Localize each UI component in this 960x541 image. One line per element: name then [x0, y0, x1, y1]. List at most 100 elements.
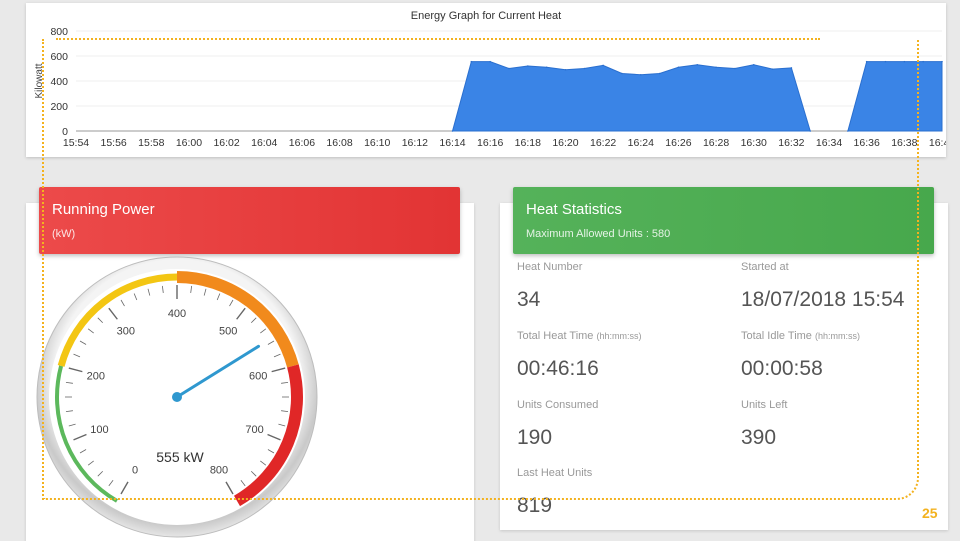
total-idle-time-label: Total Idle Time (hh:mm:ss) [741, 330, 860, 342]
gauge-minor-tick [87, 460, 94, 466]
chart-title: Energy Graph for Current Heat [411, 10, 561, 22]
started-at-value: 18/07/2018 15:54 [741, 288, 905, 311]
x-tick-label: 16:34 [816, 137, 842, 149]
data-point [715, 66, 717, 69]
x-tick-label: 16:28 [703, 137, 729, 149]
energy-chart-card: Energy Graph for Current Heat Kilowatt 800… [26, 3, 946, 157]
total-idle-time-label-text: Total Idle Time [741, 330, 812, 342]
gauge-minor-tick [216, 293, 221, 301]
gauge-minor-tick [203, 288, 207, 296]
x-tick-label: 16:00 [176, 137, 202, 149]
data-point [545, 66, 548, 69]
gauge-minor-tick [97, 317, 104, 324]
x-tick-label: 16:26 [665, 137, 691, 149]
running-power-gauge: 0 100 200 300 400 500 600 700 800 555 kW [36, 256, 318, 538]
gauge-major-tick [68, 367, 83, 373]
gauge-major-tick [271, 367, 286, 373]
gauge-tick-label: 200 [87, 370, 105, 382]
gauge-minor-tick [87, 328, 94, 334]
x-tick-label: 16:20 [552, 137, 578, 149]
total-heat-time-label-text: Total Heat Time [517, 330, 594, 342]
x-tick-label: 16:14 [439, 137, 465, 149]
data-point [847, 130, 849, 132]
data-point [941, 60, 943, 63]
gauge-minor-tick [190, 285, 193, 293]
data-point [809, 130, 812, 132]
gauge-minor-tick [250, 317, 257, 324]
gauge-major-tick [267, 433, 281, 441]
slide-number-badge: 25 [922, 505, 938, 521]
units-consumed-label: Units Consumed [517, 399, 599, 411]
gauge-minor-tick [281, 381, 289, 384]
y-tick-label: 200 [50, 101, 68, 113]
gauge-major-tick [236, 307, 246, 320]
gauge-band [233, 364, 303, 507]
x-tick-label: 16:18 [515, 137, 541, 149]
total-idle-time-value: 00:00:58 [741, 357, 823, 380]
gauge-band [176, 271, 299, 368]
x-tick-label: 16:36 [854, 137, 880, 149]
gauge-minor-tick [65, 381, 73, 384]
gauge-minor-tick [161, 285, 164, 293]
heat-number-value: 34 [517, 288, 541, 311]
data-point [639, 73, 642, 76]
gauge-band [55, 365, 119, 503]
x-tick-label: 16:12 [402, 137, 428, 149]
gauge-minor-tick [260, 460, 267, 466]
x-tick-label: 16:02 [213, 137, 239, 149]
data-point [489, 60, 491, 63]
gauge-minor-tick [147, 288, 151, 296]
x-tick-label: 16:32 [778, 137, 804, 149]
y-tick-label: 600 [50, 51, 68, 63]
x-tick-label: 15:56 [101, 137, 127, 149]
x-tick-label: 16:38 [891, 137, 917, 149]
energy-chart: Energy Graph for Current Heat Kilowatt 800… [34, 10, 946, 149]
data-point [734, 67, 736, 70]
gauge-minor-tick [267, 340, 275, 345]
gauge-minor-tick [68, 423, 76, 427]
gauge-needle-hub [172, 392, 182, 402]
x-tick-label: 16:16 [477, 137, 503, 149]
y-axis-label: Kilowatt [34, 63, 45, 98]
gauge-minor-tick [273, 353, 281, 358]
total-idle-time-hint: (hh:mm:ss) [814, 331, 860, 341]
gauge-tick-label: 700 [245, 424, 263, 436]
units-left-value: 390 [741, 426, 777, 449]
heat-statistics-header: Heat Statistics Maximum Allowed Units : … [513, 187, 934, 254]
units-left-label: Units Left [741, 399, 788, 411]
gauge-needle [175, 344, 261, 399]
gauge-minor-tick [250, 470, 257, 477]
total-heat-time-label: Total Heat Time (hh:mm:ss) [517, 330, 641, 342]
gauge-value-label: 555 kW [156, 449, 204, 465]
gauge-tick-label: 300 [117, 325, 135, 337]
data-point [677, 66, 680, 69]
gauge-tick-label: 400 [168, 308, 186, 320]
series-area [451, 61, 811, 132]
data-point [451, 130, 454, 132]
data-point [527, 65, 529, 67]
gauge-minor-tick [97, 470, 104, 477]
data-point [771, 68, 774, 70]
last-heat-units-value: 819 [517, 494, 553, 517]
x-tick-label: 16:10 [364, 137, 390, 149]
y-tick-label: 400 [50, 76, 68, 88]
data-point [790, 67, 793, 69]
gauge-minor-tick [229, 299, 234, 307]
y-tick-label: 0 [62, 126, 68, 138]
last-heat-units-label: Last Heat Units [517, 467, 593, 479]
gauge-major-tick [120, 481, 129, 495]
gauge-major-tick [225, 481, 234, 495]
gauge-minor-tick [120, 299, 125, 307]
gauge-minor-tick [79, 340, 87, 345]
x-tick-label: 16:22 [590, 137, 616, 149]
gauge-minor-tick [79, 449, 87, 454]
data-point [470, 60, 473, 63]
started-at-label: Started at [741, 261, 789, 273]
heat-number-label: Heat Number [517, 261, 583, 273]
max-allowed-units: Maximum Allowed Units : 580 [526, 228, 671, 240]
data-point [508, 67, 510, 70]
gauge-minor-tick [133, 293, 138, 301]
data-point [752, 63, 755, 66]
gauge-major-tick [108, 307, 118, 320]
gauge-tick-label: 500 [219, 325, 237, 337]
